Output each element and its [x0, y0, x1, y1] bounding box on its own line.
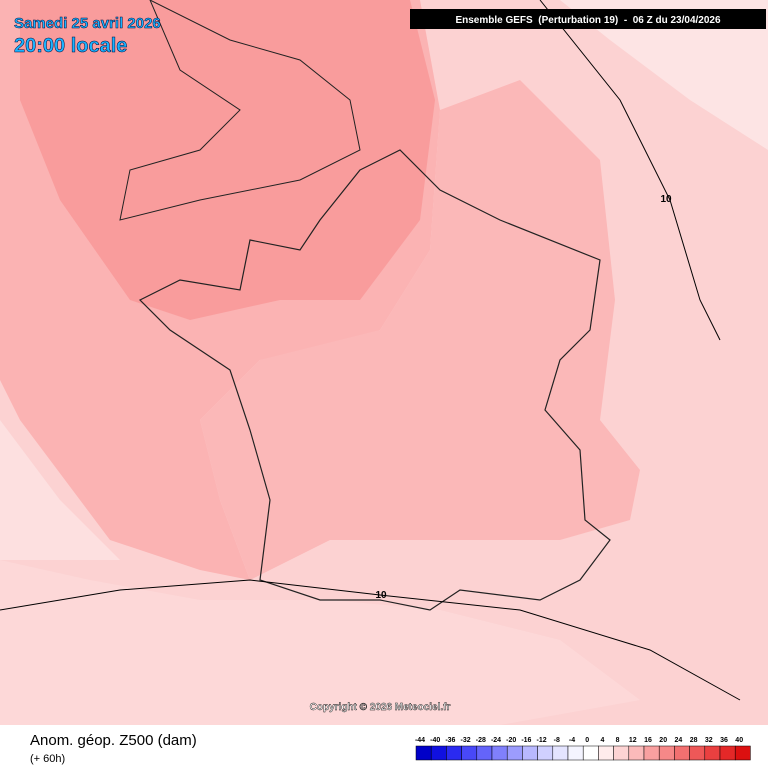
legend-swatch [719, 745, 736, 761]
legend-tick-label: -36 [445, 737, 455, 744]
legend-tick-label: -12 [537, 737, 547, 744]
legend-tick-label: -24 [491, 737, 501, 744]
legend-swatch [552, 745, 569, 761]
legend-tick-label: -8 [554, 737, 560, 744]
legend-tick-label: 8 [616, 737, 620, 744]
anomaly-zone [20, 0, 435, 320]
legend-tick-label: -40 [430, 737, 440, 744]
map-time: 20:00 locale [14, 35, 127, 57]
legend-tick-label: 4 [600, 737, 604, 744]
legend-swatch [567, 745, 584, 761]
legend-swatch [674, 745, 690, 761]
copyright: Copyright © 2026 Meteociel.fr [310, 702, 451, 713]
legend-swatch [415, 745, 432, 761]
contour-line [0, 579, 741, 701]
contour-line [539, 0, 721, 341]
legend-swatch [522, 745, 538, 761]
legend-swatch [598, 745, 614, 761]
legend-swatch [537, 745, 554, 761]
legend-swatch [446, 745, 462, 761]
legend-tick-label: -44 [415, 737, 425, 744]
anomaly-zone [560, 0, 768, 150]
legend-swatch [430, 745, 447, 761]
legend-subtitle: (+ 60h) [30, 753, 65, 765]
legend-swatch [506, 745, 523, 761]
legend-swatch [491, 745, 508, 761]
anomaly-zone [0, 560, 640, 725]
legend-tick-label: -20 [506, 737, 516, 744]
legend-tick-label: 36 [720, 737, 728, 744]
legend-swatch [689, 745, 706, 761]
legend-swatch [476, 745, 493, 761]
legend-tick-label: -32 [461, 737, 471, 744]
contour-label: 10 [660, 194, 672, 205]
anomaly-zone [0, 420, 120, 560]
contour-label: 10 [375, 590, 387, 601]
legend-tick-label: -28 [476, 737, 486, 744]
model-info: Ensemble GEFS (Perturbation 19) - 06 Z d… [455, 15, 721, 26]
legend-swatch [658, 745, 675, 761]
legend-tick-label: 24 [675, 737, 683, 744]
legend-swatch [704, 745, 721, 761]
france-outline [138, 149, 611, 611]
legend-tick-label: 40 [735, 737, 743, 744]
legend-tick-label: 28 [690, 737, 698, 744]
model-banner [410, 9, 766, 29]
legend-tick-label: 20 [659, 737, 667, 744]
legend-tick-label: 0 [585, 737, 589, 744]
legend-swatch [734, 745, 751, 761]
legend-swatch [582, 745, 599, 761]
legend-swatch [613, 745, 630, 761]
legend-swatch [461, 745, 478, 761]
legend-swatch [628, 745, 645, 761]
legend-tick-label: 12 [629, 737, 637, 744]
legend-swatch [643, 745, 660, 761]
map-date: Samedi 25 avril 2026 [14, 15, 161, 32]
legend-title: Anom. géop. Z500 (dam) [30, 732, 197, 749]
anomaly-zone [200, 80, 640, 580]
uk-outline [119, 0, 361, 221]
legend-tick-label: 32 [705, 737, 713, 744]
legend-tick-label: 16 [644, 737, 652, 744]
legend-tick-label: -16 [521, 737, 531, 744]
legend-tick-label: -4 [569, 737, 575, 744]
